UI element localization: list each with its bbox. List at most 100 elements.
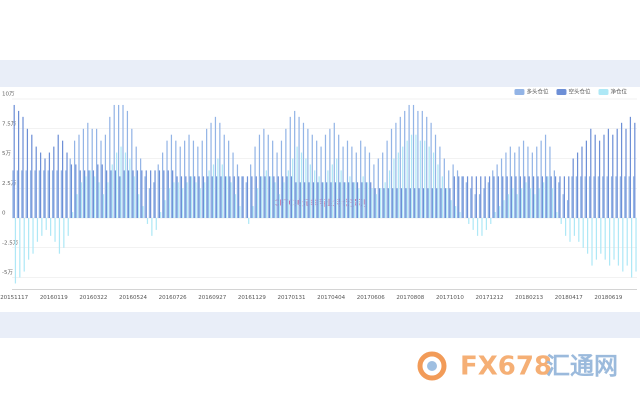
bar xyxy=(471,176,473,218)
bar xyxy=(528,176,530,218)
bar xyxy=(591,218,593,266)
bar xyxy=(562,194,564,218)
bar xyxy=(378,188,381,218)
bar xyxy=(493,176,495,218)
bar xyxy=(628,176,630,218)
bar xyxy=(89,170,91,218)
bar xyxy=(210,122,212,218)
bar xyxy=(282,176,284,218)
bar xyxy=(170,134,173,218)
bar xyxy=(590,128,592,218)
annotation: CFTC美元非商业持仓预测 xyxy=(274,198,366,208)
bar xyxy=(199,188,201,218)
x-tick-label: 20171010 xyxy=(436,295,464,301)
bar xyxy=(459,212,461,218)
bar xyxy=(39,152,42,218)
bar xyxy=(44,158,46,218)
bar xyxy=(232,152,234,218)
bar xyxy=(446,188,448,218)
bar xyxy=(355,152,357,218)
bar xyxy=(582,218,584,248)
bar xyxy=(97,164,99,218)
bar xyxy=(422,188,425,218)
bar xyxy=(307,128,309,218)
bar xyxy=(625,128,627,218)
bar xyxy=(542,182,545,218)
bar xyxy=(373,164,375,218)
y-tick-label: 0 xyxy=(2,211,6,217)
bar xyxy=(437,164,439,218)
bar xyxy=(53,146,55,218)
bar xyxy=(584,176,586,218)
bar xyxy=(500,158,503,218)
bar xyxy=(136,170,139,218)
bar xyxy=(492,170,494,218)
bar xyxy=(56,170,58,218)
bar xyxy=(242,176,244,218)
bar xyxy=(208,170,210,218)
bar xyxy=(14,218,17,284)
bar xyxy=(94,176,96,218)
bar xyxy=(180,176,183,218)
bar xyxy=(395,122,397,218)
bar xyxy=(527,146,529,218)
bar xyxy=(45,218,47,230)
bar xyxy=(177,182,179,218)
bar xyxy=(87,122,89,218)
bar xyxy=(146,218,149,224)
bar xyxy=(116,152,118,218)
bar xyxy=(540,140,542,218)
bar xyxy=(453,176,455,218)
bar xyxy=(476,218,479,236)
bar xyxy=(13,104,15,218)
bar xyxy=(123,170,125,218)
bar xyxy=(444,188,447,218)
bar xyxy=(434,134,437,218)
bar xyxy=(426,116,428,218)
bar xyxy=(229,176,231,218)
bar xyxy=(409,188,411,218)
bar xyxy=(224,176,227,218)
bar xyxy=(317,182,319,218)
bar xyxy=(632,176,635,218)
x-tick-label: 20160119 xyxy=(40,295,68,301)
bar xyxy=(151,218,153,236)
bar xyxy=(299,182,301,218)
x-tick-label: 20180619 xyxy=(594,295,622,301)
bar xyxy=(616,128,618,218)
bar xyxy=(606,176,608,218)
legend-swatch xyxy=(514,89,525,95)
bar xyxy=(217,158,219,218)
bar xyxy=(396,188,398,218)
bar xyxy=(617,218,620,266)
bar xyxy=(502,176,504,218)
bar xyxy=(111,164,113,218)
bar xyxy=(406,140,408,218)
bar xyxy=(70,164,73,218)
bar xyxy=(604,218,606,260)
bar xyxy=(184,140,186,218)
bar xyxy=(320,146,322,218)
bar xyxy=(168,188,171,218)
bar xyxy=(560,218,562,224)
bar xyxy=(368,152,371,218)
bar xyxy=(361,182,363,218)
bar xyxy=(25,170,27,218)
bar xyxy=(163,170,165,218)
bar xyxy=(34,170,36,218)
bar xyxy=(386,140,388,218)
bar xyxy=(141,170,143,218)
bar xyxy=(312,182,315,218)
bar xyxy=(164,200,166,218)
bar xyxy=(597,176,599,218)
bar xyxy=(220,176,222,218)
bar xyxy=(609,218,611,266)
bar xyxy=(558,182,560,218)
bar xyxy=(580,176,582,218)
bar xyxy=(525,182,527,218)
bar xyxy=(532,176,535,218)
bar xyxy=(564,218,567,236)
bar xyxy=(356,182,359,218)
